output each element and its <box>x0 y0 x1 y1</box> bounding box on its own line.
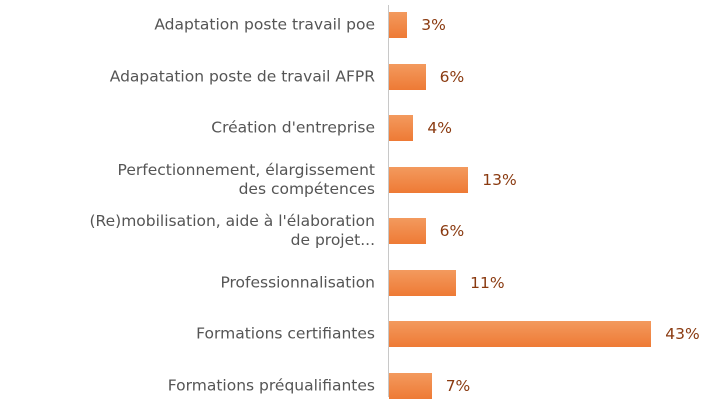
bar <box>389 269 457 296</box>
data-label: 43% <box>665 325 700 343</box>
category-label: Création d'entreprise <box>211 118 375 137</box>
data-label: 6% <box>439 67 465 86</box>
bar <box>389 372 432 399</box>
data-label: 13% <box>482 170 517 189</box>
bar <box>389 321 652 347</box>
category-axis <box>388 5 389 397</box>
data-label: 11% <box>470 273 505 292</box>
category-label: Adapatation poste de travail AFPR <box>109 67 375 85</box>
data-label: 6% <box>439 222 465 240</box>
bar <box>389 115 414 141</box>
category-label: Formations certifiantes <box>196 324 375 343</box>
category-label: Adaptation poste travail poe <box>154 15 375 34</box>
category-label: Perfectionnement, élargissement des comp… <box>117 160 375 198</box>
category-label: (Re)mobilisation, aide à l'élaboration d… <box>89 212 376 249</box>
category-label: Formations préqualifiantes <box>167 376 375 394</box>
bar <box>389 166 469 193</box>
data-label: 4% <box>427 119 452 137</box>
bar <box>389 63 426 90</box>
category-label: Professionnalisation <box>220 273 375 291</box>
data-label: 7% <box>445 376 471 395</box>
bar <box>389 12 408 38</box>
bar <box>389 218 426 244</box>
data-label: 3% <box>421 16 446 34</box>
